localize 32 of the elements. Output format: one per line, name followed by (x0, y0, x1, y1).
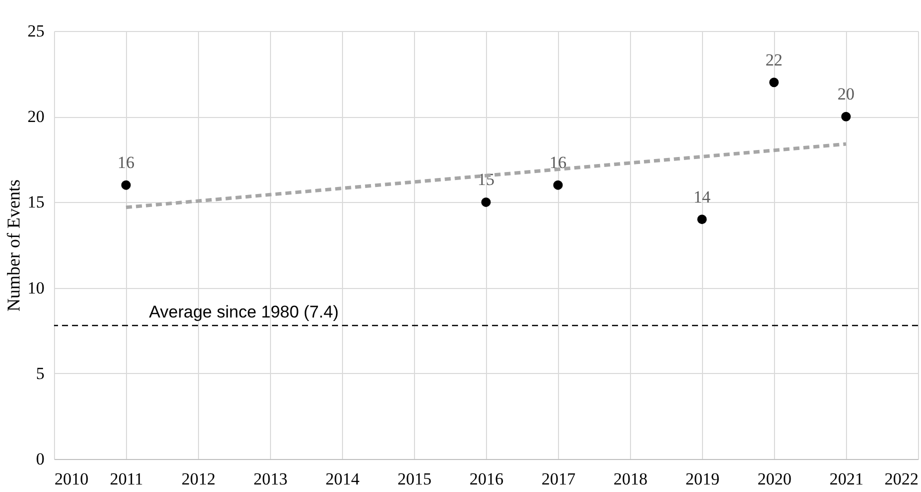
y-axis-title: Number of Events (4, 180, 24, 312)
x-tick-label: 2013 (254, 470, 288, 488)
y-tick-label: 10 (28, 278, 44, 298)
x-tick-label: 2021 (830, 470, 864, 488)
data-label: 14 (694, 187, 711, 206)
point (841, 112, 851, 122)
data-label: 16 (550, 153, 566, 172)
y-tick-label: 20 (28, 107, 44, 126)
y-tick-label: 15 (28, 192, 44, 212)
point (697, 214, 707, 224)
x-tick-label: 2016 (470, 470, 504, 488)
x-tick-label: 2020 (758, 470, 792, 488)
ref-line-label: Average since 1980 (7.4) (149, 302, 339, 322)
x-tick-label: 2017 (542, 470, 576, 488)
point (769, 78, 779, 88)
x-tick-label: 2012 (182, 470, 216, 488)
point (481, 197, 491, 207)
data-label: 20 (838, 84, 854, 104)
point (121, 180, 131, 190)
x-tick-label: 2022 (884, 470, 918, 488)
x-tick-label: 2015 (398, 470, 432, 488)
point (553, 180, 563, 190)
data-label: 22 (766, 50, 782, 70)
y-tick-label: 0 (36, 450, 44, 468)
x-tick-label: 2019 (686, 470, 720, 488)
x-tick-label: 2010 (54, 470, 88, 488)
x-tick-label: 2014 (326, 470, 360, 488)
y-tick-label: 25 (28, 22, 44, 40)
x-tick-label: 2011 (110, 470, 144, 488)
y-tick-label: 5 (36, 364, 44, 383)
data-label: 16 (118, 153, 134, 172)
x-tick-label: 2018 (614, 470, 648, 488)
